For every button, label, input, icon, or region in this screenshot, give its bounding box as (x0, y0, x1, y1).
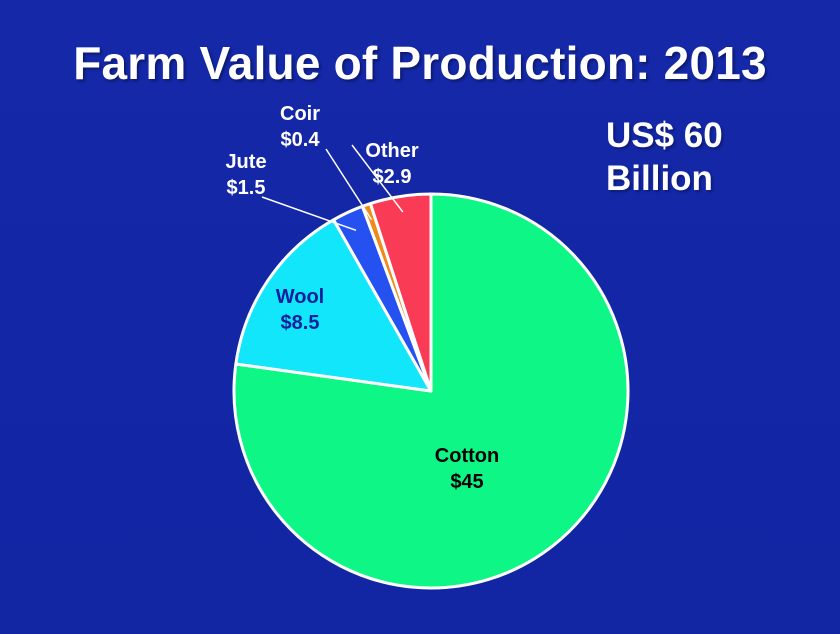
pie-slices (232, 192, 630, 590)
pie-slice-wool (234, 218, 433, 393)
pie-slice-other (368, 192, 433, 393)
slice-label-jute: Jute (225, 151, 266, 173)
leader-line-coir (325, 148, 373, 221)
total-value: US$ 60 Billion (606, 114, 723, 200)
slice-label-wool: Wool (276, 286, 325, 308)
total-line-1: US$ 60 (606, 116, 723, 155)
slice-labels: Cotton $45 Wool $8.5 Jute $1.5 Coir $0.4 Other $2… (225, 103, 499, 493)
chart-title: Farm Value of Production: 2013 (73, 37, 767, 89)
slice-value-wool: $8.5 (281, 312, 320, 334)
pie-slice-cotton (232, 192, 630, 590)
leader-lines (261, 144, 404, 232)
leader-line-jute (261, 196, 357, 232)
slice-label-other: Other (365, 140, 419, 162)
slice-value-jute: $1.5 (227, 177, 266, 199)
slice-label-cotton: Cotton (435, 445, 499, 467)
slice-value-cotton: $45 (450, 471, 483, 493)
leader-line-other (351, 144, 404, 213)
slice-label-coir: Coir (280, 103, 320, 125)
slice-value-other: $2.9 (373, 166, 412, 188)
slice-value-coir: $0.4 (281, 129, 321, 151)
total-line-2: Billion (606, 159, 713, 198)
